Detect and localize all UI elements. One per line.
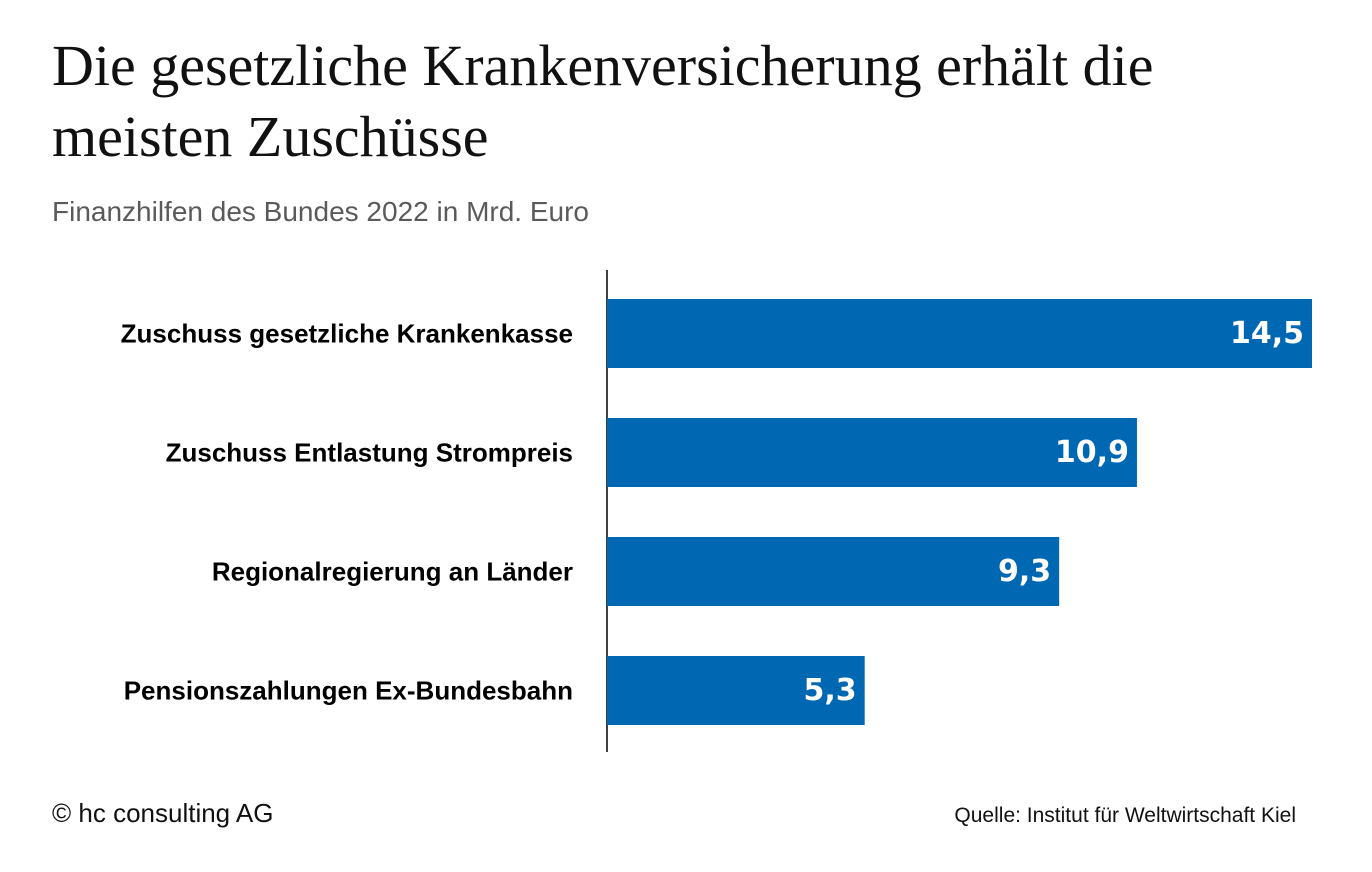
bar-3 bbox=[607, 656, 865, 725]
chart-subtitle: Finanzhilfen des Bundes 2022 in Mrd. Eur… bbox=[52, 196, 589, 227]
category-label-1: Zuschuss Entlastung Strompreis bbox=[166, 438, 573, 468]
bar-0 bbox=[607, 299, 1312, 368]
source-text: Quelle: Institut für Weltwirtschaft Kiel bbox=[954, 804, 1296, 827]
bar-2 bbox=[607, 537, 1060, 606]
value-label-2: 9,3 bbox=[998, 554, 1051, 589]
bar-1 bbox=[607, 418, 1137, 487]
value-label-0: 14,5 bbox=[1230, 316, 1304, 351]
category-label-2: Regionalregierung an Länder bbox=[212, 557, 573, 587]
bars-layer: Zuschuss gesetzliche Krankenkasse 14,5 Zus… bbox=[121, 299, 1312, 725]
category-label-0: Zuschuss gesetzliche Krankenkasse bbox=[121, 319, 573, 349]
chart-title: Die gesetzliche Krankenversicherung erhä… bbox=[52, 33, 1154, 169]
value-label-3: 5,3 bbox=[804, 673, 857, 708]
copyright-text: © hc consulting AG bbox=[52, 798, 274, 828]
value-label-1: 10,9 bbox=[1055, 435, 1129, 470]
category-label-3: Pensionszahlungen Ex-Bundesbahn bbox=[124, 676, 573, 706]
